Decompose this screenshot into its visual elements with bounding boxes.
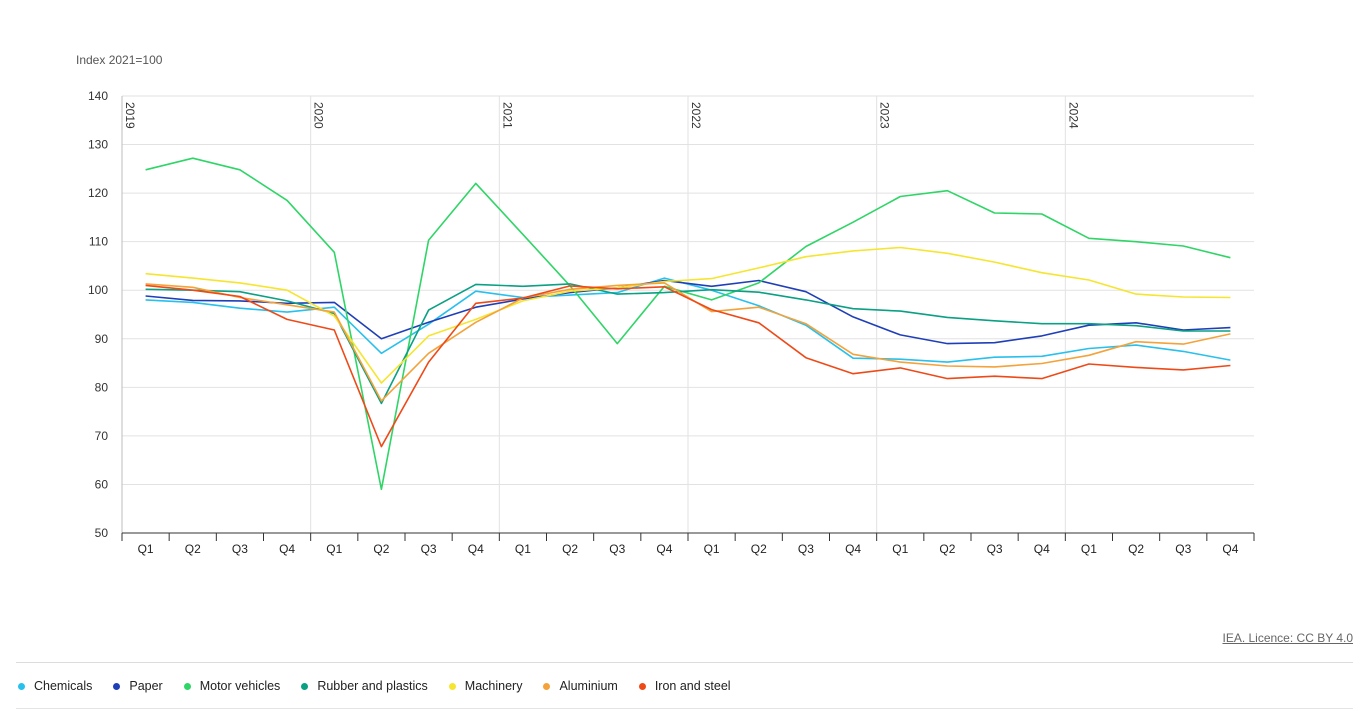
legend-dot-icon — [18, 682, 25, 690]
x-tick-label: Q4 — [1034, 542, 1050, 556]
year-labels: 2019 2020 2021 2022 2023 2024 — [123, 102, 1080, 129]
licence-link[interactable]: IEA. Licence: CC BY 4.0 — [1222, 631, 1353, 645]
series-line-aluminium — [145, 282, 1231, 402]
legend-item-rubber-and-plastics[interactable]: Rubber and plastics — [301, 679, 428, 693]
x-tick-label: Q2 — [1128, 542, 1144, 556]
footer-divider — [16, 708, 1353, 709]
year-label: 2019 — [123, 102, 137, 129]
legend-divider — [16, 662, 1353, 663]
y-tick-label: 70 — [95, 429, 109, 443]
legend-dot-icon — [448, 682, 456, 690]
x-tick-label: Q2 — [185, 542, 201, 556]
y-tick-label: 80 — [95, 380, 109, 394]
year-label: 2023 — [878, 102, 892, 129]
x-tick-label: Q4 — [1222, 542, 1238, 556]
legend: Chemicals Paper Motor vehicles Rubber an… — [18, 679, 752, 693]
gridlines — [121, 95, 1254, 533]
x-tick-label: Q1 — [704, 542, 720, 556]
x-tick-label: Q1 — [1081, 542, 1097, 556]
legend-label: Rubber and plastics — [317, 679, 428, 693]
x-tick-label: Q4 — [468, 542, 484, 556]
legend-item-paper[interactable]: Paper — [113, 679, 163, 693]
legend-label: Paper — [129, 679, 163, 693]
year-label: 2020 — [312, 102, 326, 129]
year-label: 2024 — [1066, 102, 1080, 129]
y-axis-label: Index 2021=100 — [76, 53, 163, 67]
x-tick-label: Q1 — [515, 542, 531, 556]
x-tick-label: Q1 — [892, 542, 908, 556]
x-tick-label: Q2 — [939, 542, 955, 556]
y-tick-label: 110 — [89, 235, 108, 249]
legend-item-iron-and-steel[interactable]: Iron and steel — [638, 679, 731, 693]
legend-label: Chemicals — [34, 679, 93, 693]
line-chart: 50 60 70 80 90 100 110 120 130 140 Q1 Q2 Q3 Q4 Q1 Q2 Q3… — [88, 89, 1255, 556]
x-tick-label: Q1 — [138, 542, 154, 556]
x-tick-label: Q3 — [1175, 542, 1191, 556]
series-line-paper — [145, 279, 1231, 345]
x-tick-label: Q3 — [421, 542, 437, 556]
series-line-iron-and-steel — [145, 284, 1231, 448]
legend-item-machinery[interactable]: Machinery — [448, 679, 523, 693]
x-tick-label: Q2 — [751, 542, 767, 556]
x-tick-label: Q1 — [326, 542, 342, 556]
legend-label: Motor vehicles — [199, 679, 281, 693]
y-axis-ticks: 50 60 70 80 90 100 110 120 130 140 — [88, 89, 108, 540]
x-tick-label: Q2 — [562, 542, 578, 556]
series-line-machinery — [145, 246, 1231, 384]
x-tick-label: Q4 — [845, 542, 861, 556]
x-tick-label: Q4 — [279, 542, 295, 556]
legend-item-chemicals[interactable]: Chemicals — [18, 679, 92, 693]
legend-dot-icon — [183, 682, 191, 690]
x-tick-label: Q3 — [232, 542, 248, 556]
y-tick-label: 60 — [95, 477, 109, 491]
legend-dot-icon — [301, 682, 309, 690]
legend-item-aluminium[interactable]: Aluminium — [543, 679, 618, 693]
y-tick-label: 100 — [88, 283, 108, 297]
x-tick-label: Q2 — [373, 542, 389, 556]
y-tick-label: 130 — [88, 138, 108, 152]
legend-dot-icon — [638, 682, 646, 690]
y-tick-label: 120 — [88, 186, 108, 200]
y-tick-label: 140 — [88, 89, 108, 103]
legend-dot-icon — [113, 682, 121, 690]
x-tick-label: Q4 — [656, 542, 672, 556]
series-line-motor-vehicles — [145, 157, 1231, 491]
legend-label: Aluminium — [559, 679, 618, 693]
legend-label: Machinery — [464, 679, 523, 693]
legend-label: Iron and steel — [654, 679, 731, 693]
y-tick-label: 90 — [95, 332, 109, 346]
x-tick-label: Q3 — [987, 542, 1003, 556]
y-tick-label: 50 — [95, 526, 109, 540]
x-tick-label: Q3 — [798, 542, 814, 556]
legend-item-motor-vehicles[interactable]: Motor vehicles — [183, 679, 281, 693]
year-label: 2021 — [500, 102, 514, 129]
x-tick-label: Q3 — [609, 542, 625, 556]
x-axis: Q1 Q2 Q3 Q4 Q1 Q2 Q3 Q4 Q1 Q2 Q3 Q4 Q1 Q2 Q3 Q4 Q1 Q2 Q3 Q4… — [121, 532, 1255, 556]
legend-dot-icon — [543, 682, 551, 690]
year-label: 2022 — [689, 102, 703, 129]
series-lines — [145, 157, 1231, 491]
